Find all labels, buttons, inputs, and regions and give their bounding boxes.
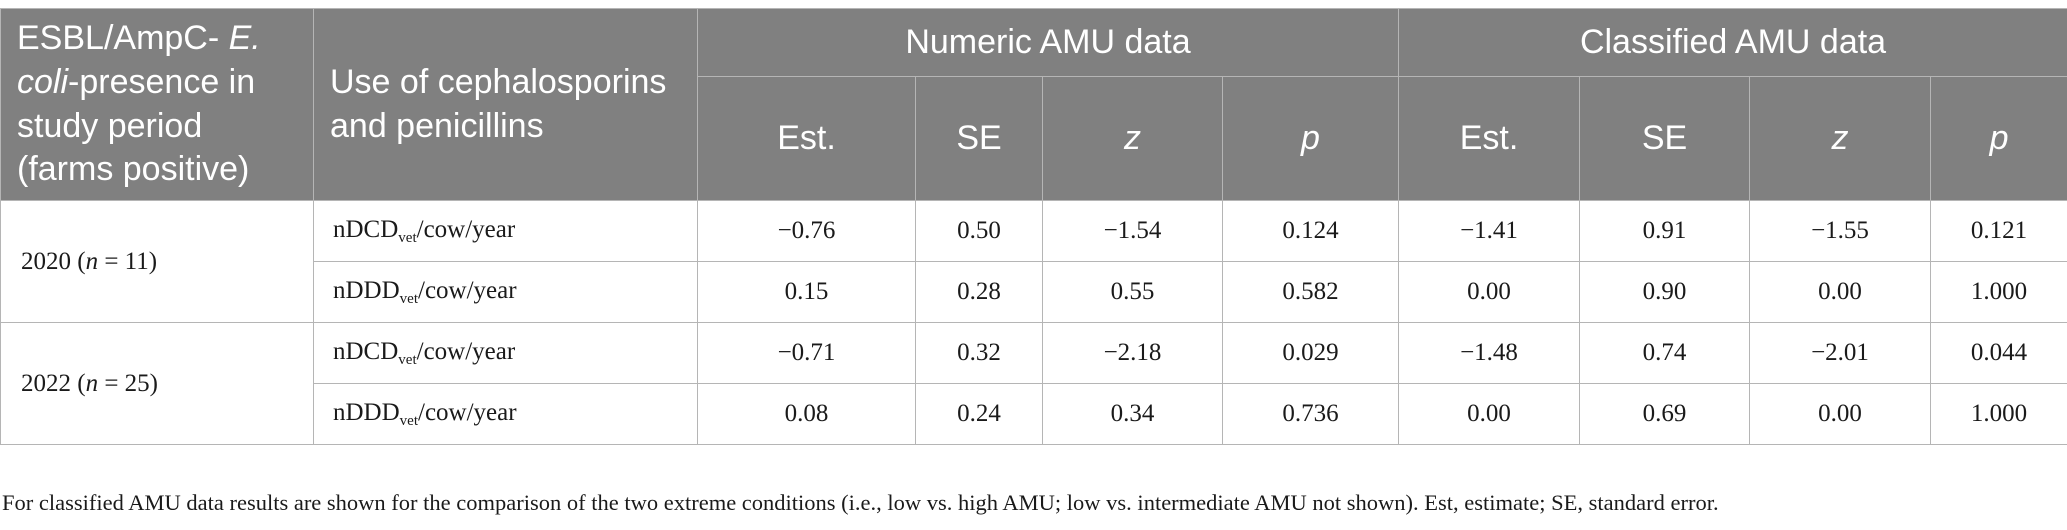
table-row: nDDDvet/cow/year 0.08 0.24 0.34 0.736 0.… [1, 383, 2067, 445]
row-label-2022: 2022 (n = 25) [0, 322, 314, 445]
cls-est-cell: −1.41 [1398, 200, 1581, 262]
table-body: 2020 (n = 11) nDCDvet/cow/year −0.76 0.5… [0, 200, 2067, 445]
use-cell: nDCDvet/cow/year [313, 200, 698, 262]
cls-z-cell: 0.00 [1749, 383, 1932, 445]
cls-z-cell: 0.00 [1749, 261, 1932, 323]
num-z-cell: 0.55 [1042, 261, 1223, 323]
cls-p-cell: 1.000 [1930, 261, 2067, 323]
use-cell: nDDDvet/cow/year [313, 261, 698, 323]
num-est-cell: −0.76 [697, 200, 916, 262]
num-z-cell: 0.34 [1042, 383, 1223, 445]
header-num-se: SE [915, 76, 1043, 201]
header-num-est: Est. [697, 76, 916, 201]
num-se-cell: 0.32 [915, 322, 1043, 384]
cls-est-cell: −1.48 [1398, 322, 1581, 384]
table-header: ESBL/AmpC- E. coli-presence in study per… [0, 8, 2067, 201]
header-classified-amu: Classified AMU data [1398, 8, 2067, 77]
use-cell: nDDDvet/cow/year [313, 383, 698, 445]
cls-p-cell: 0.121 [1930, 200, 2067, 262]
cls-p-cell: 1.000 [1930, 383, 2067, 445]
header-cls-se: SE [1579, 76, 1751, 201]
num-se-cell: 0.50 [915, 200, 1043, 262]
num-est-cell: 0.15 [697, 261, 916, 323]
table-row: 2020 (n = 11) nDCDvet/cow/year −0.76 0.5… [0, 200, 2067, 323]
header-use: Use of cephalosporins and penicillins [313, 8, 698, 201]
results-table: ESBL/AmpC- E. coli-presence in study per… [0, 8, 2067, 445]
cls-z-cell: −2.01 [1749, 322, 1932, 384]
header-cls-z: z [1749, 76, 1932, 201]
header-num-p: p [1221, 76, 1400, 201]
num-z-cell: −1.54 [1042, 200, 1223, 262]
cls-z-cell: −1.55 [1749, 200, 1932, 262]
cls-p-cell: 0.044 [1930, 322, 2067, 384]
cls-est-cell: 0.00 [1398, 261, 1581, 323]
num-z-cell: −2.18 [1042, 322, 1223, 384]
header-numeric-amu: Numeric AMU data [696, 8, 1400, 77]
num-p-cell: 0.124 [1221, 200, 1400, 262]
num-p-cell: 0.582 [1221, 261, 1400, 323]
header-cls-est: Est. [1398, 76, 1581, 201]
num-se-cell: 0.28 [915, 261, 1043, 323]
num-p-cell: 0.029 [1221, 322, 1400, 384]
cls-se-cell: 0.90 [1579, 261, 1751, 323]
cls-se-cell: 0.74 [1579, 322, 1751, 384]
cls-est-cell: 0.00 [1398, 383, 1581, 445]
num-est-cell: 0.08 [697, 383, 916, 445]
num-se-cell: 0.24 [915, 383, 1043, 445]
table-row: nDDDvet/cow/year 0.15 0.28 0.55 0.582 0.… [1, 261, 2067, 323]
num-p-cell: 0.736 [1221, 383, 1400, 445]
row-label-2020: 2020 (n = 11) [0, 200, 314, 323]
header-cls-p: p [1930, 76, 2067, 201]
header-presence: ESBL/AmpC- E. coli-presence in study per… [0, 8, 314, 201]
table-footnote: For classified AMU data results are show… [2, 490, 1719, 515]
header-num-z: z [1042, 76, 1223, 201]
cls-se-cell: 0.69 [1579, 383, 1751, 445]
table-row: 2022 (n = 25) nDCDvet/cow/year −0.71 0.3… [0, 322, 2067, 445]
num-est-cell: −0.71 [697, 322, 916, 384]
cls-se-cell: 0.91 [1579, 200, 1751, 262]
use-cell: nDCDvet/cow/year [313, 322, 698, 384]
